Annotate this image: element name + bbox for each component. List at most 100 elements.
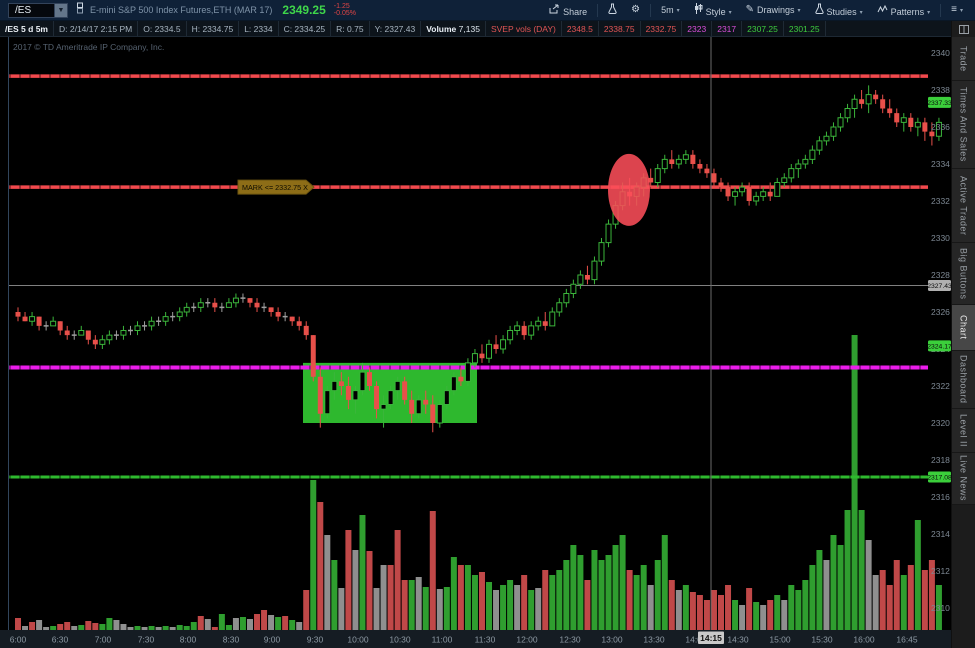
sidebar-tab-level-ii[interactable]: Level II bbox=[952, 409, 975, 453]
chart-canvas[interactable]: 2017 © TD Ameritrade IP Company, Inc. MAR… bbox=[0, 37, 952, 648]
volume-bar bbox=[914, 520, 921, 630]
sidebar-tab-live-news[interactable]: Live News bbox=[952, 453, 975, 505]
chart-menu-button[interactable]: ≡ ▾ bbox=[945, 3, 969, 17]
candle-body-up bbox=[148, 320, 155, 327]
price-axis-tick: 2328 bbox=[931, 270, 950, 280]
candle-body-up bbox=[563, 293, 570, 304]
chevron-down-icon: ▾ bbox=[728, 10, 732, 16]
symbol-link-icon[interactable] bbox=[76, 1, 84, 19]
candle-body-up bbox=[935, 121, 942, 137]
volume-bar bbox=[935, 585, 942, 630]
volume-bar bbox=[120, 624, 127, 630]
candle-body-up bbox=[830, 126, 837, 137]
candle-body-up bbox=[837, 117, 844, 128]
volume-bar bbox=[254, 614, 261, 630]
mark-level-label-text: MARK <= 2332.75 X bbox=[242, 183, 308, 192]
volume-bar bbox=[310, 480, 317, 630]
sidebar-tab-trade[interactable]: Trade bbox=[952, 37, 975, 81]
candle-body-down bbox=[254, 302, 260, 308]
symbol-dropdown-button[interactable]: ▼ bbox=[54, 2, 68, 18]
volume-bar bbox=[436, 589, 443, 630]
candle-body-up bbox=[809, 149, 816, 160]
sidebar-tab-big-buttons[interactable]: Big Buttons bbox=[952, 243, 975, 305]
share-button[interactable]: Share bbox=[543, 2, 593, 19]
time-axis-label: 10:30 bbox=[389, 635, 411, 645]
sidebar-tab-times-and-sales[interactable]: Times And Sales bbox=[952, 81, 975, 169]
volume-bar bbox=[43, 627, 50, 630]
sidebar-tab-dashboard[interactable]: Dashboard bbox=[952, 351, 975, 409]
change-value: -1.25 bbox=[333, 3, 350, 10]
volume-bar bbox=[422, 587, 429, 630]
panel-layout-icon[interactable] bbox=[952, 21, 975, 37]
statusbar-level-value: 2307.25 bbox=[742, 21, 784, 36]
candle-body-doji bbox=[156, 320, 162, 322]
volume-bar bbox=[774, 595, 781, 630]
volume-bar bbox=[373, 588, 380, 630]
style-button[interactable]: Style ▾ bbox=[688, 1, 738, 19]
volume-bar bbox=[162, 626, 169, 630]
price-axis-tick: 2330 bbox=[931, 233, 950, 243]
candle-body-down bbox=[409, 399, 415, 414]
volume-bar bbox=[78, 625, 85, 630]
candle-body-down bbox=[458, 376, 464, 382]
toolbar-separator bbox=[597, 3, 599, 17]
candle-body-down bbox=[423, 399, 429, 405]
volume-bar bbox=[633, 575, 640, 630]
settings-button[interactable]: ⚙ bbox=[625, 3, 646, 17]
candle-body-down bbox=[212, 302, 218, 308]
interval-button[interactable]: 5m ▾ bbox=[661, 5, 680, 15]
chevron-down-icon: ▾ bbox=[859, 10, 863, 16]
volume-bar bbox=[689, 592, 696, 630]
candle-body-down bbox=[718, 182, 724, 188]
candle-body-up bbox=[753, 195, 760, 202]
volume-bar bbox=[928, 560, 935, 630]
price-chart-svg[interactable]: 2017 © TD Ameritrade IP Company, Inc. MAR… bbox=[0, 37, 952, 648]
candle-body-down bbox=[584, 275, 590, 280]
volume-bar bbox=[429, 511, 436, 630]
volume-bar bbox=[612, 545, 619, 630]
candle-body-down bbox=[402, 381, 408, 400]
statusbar-field: R: 0.75 bbox=[331, 21, 370, 36]
candle-body-up bbox=[324, 390, 331, 415]
price-axis-tick: 2322 bbox=[931, 381, 950, 391]
drawings-button[interactable]: ✎ Drawings ▾ bbox=[745, 4, 801, 16]
price-axis-badge bbox=[928, 280, 951, 292]
mark-level-label[interactable] bbox=[237, 179, 315, 195]
candle-body-down bbox=[374, 386, 380, 410]
volume-bar bbox=[478, 572, 485, 630]
candle-body-down bbox=[880, 99, 886, 109]
volume-bar bbox=[598, 560, 605, 630]
symbol-input[interactable]: /ES bbox=[8, 2, 54, 18]
symbol-combo[interactable]: /ES ▼ bbox=[8, 2, 68, 18]
price-axis-badge bbox=[928, 340, 951, 352]
studies-button[interactable]: Studies ▾ bbox=[809, 1, 869, 19]
analyze-flask-button[interactable] bbox=[602, 1, 623, 19]
volume-bar bbox=[218, 614, 225, 630]
volume-bar bbox=[225, 625, 232, 630]
volume-bar bbox=[732, 600, 739, 630]
volume-bar bbox=[823, 560, 830, 630]
candle-body-up bbox=[99, 339, 106, 345]
volume-bar bbox=[851, 335, 858, 630]
candle-body-up bbox=[162, 316, 169, 322]
volume-bar bbox=[591, 550, 598, 630]
volume-bar bbox=[211, 627, 218, 630]
price-axis-badge-text: 2324.17 bbox=[927, 343, 951, 350]
red-ellipse-drawing[interactable] bbox=[608, 153, 650, 226]
statusbar-field: C: 2334.25 bbox=[279, 21, 332, 36]
patterns-button[interactable]: Patterns ▾ bbox=[871, 2, 937, 19]
candle-body-up bbox=[774, 182, 781, 197]
volume-bar bbox=[457, 565, 464, 630]
crosshair-time-badge-text: 14:15 bbox=[700, 633, 722, 643]
price-axis-badge bbox=[928, 471, 951, 483]
volume-bar bbox=[788, 585, 795, 630]
volume-bar bbox=[605, 555, 612, 630]
candle-body-up bbox=[788, 168, 795, 179]
sidebar-tab-chart[interactable]: Chart bbox=[952, 305, 975, 351]
candle-body-down bbox=[873, 94, 879, 100]
sidebar-tab-active-trader[interactable]: Active Trader bbox=[952, 169, 975, 243]
volume-bar bbox=[837, 545, 844, 630]
statusbar-field: H: 2334.75 bbox=[187, 21, 240, 36]
instrument-description: E-mini S&P 500 Index Futures,ETH (MAR 17… bbox=[90, 5, 273, 15]
volume-bar bbox=[155, 627, 162, 630]
